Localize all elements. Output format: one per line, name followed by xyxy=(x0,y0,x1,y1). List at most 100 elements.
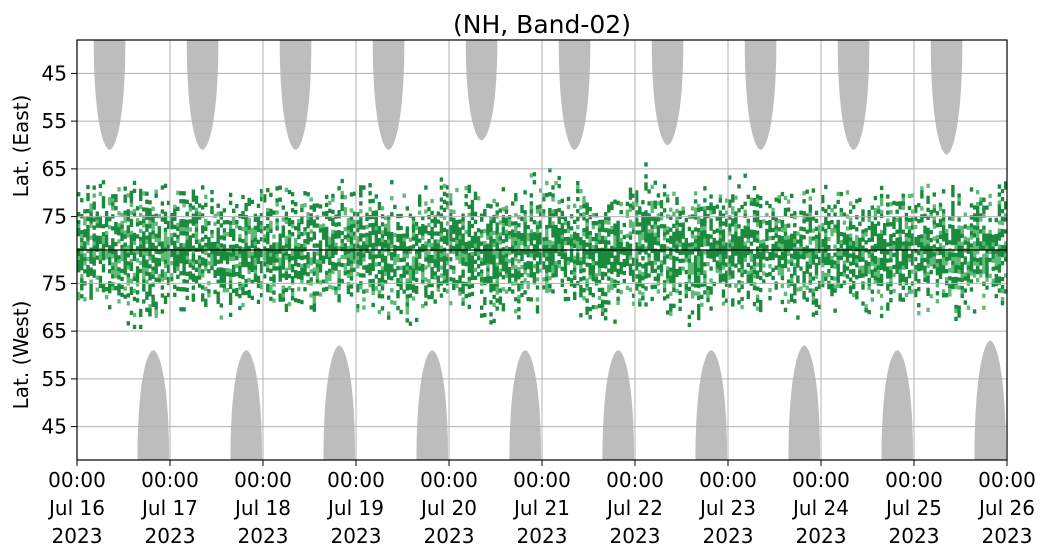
detection-cell xyxy=(752,218,757,223)
detection-cell xyxy=(852,292,856,298)
detection-cell xyxy=(690,242,695,247)
detection-cell xyxy=(368,199,372,204)
detection-cell xyxy=(731,218,735,223)
detection-cell xyxy=(876,233,881,238)
detection-cell xyxy=(848,221,853,226)
detection-cell xyxy=(309,229,313,234)
detection-cell xyxy=(517,307,521,312)
detection-cell xyxy=(139,188,143,194)
detection-cell xyxy=(579,213,583,218)
detection-cell xyxy=(306,216,310,221)
detection-cell xyxy=(972,205,977,210)
detection-cell xyxy=(579,289,583,294)
detection-cell xyxy=(238,245,242,251)
x-tick-label-year: 2023 xyxy=(145,524,196,548)
detection-cell xyxy=(80,250,84,255)
detection-cell xyxy=(892,252,896,258)
detection-cell xyxy=(216,291,220,296)
detection-cell xyxy=(281,229,285,234)
detection-cell xyxy=(554,212,558,218)
detection-cell xyxy=(672,255,676,260)
detection-cell xyxy=(111,242,115,247)
detection-cell xyxy=(886,274,890,279)
detection-cell xyxy=(83,241,87,246)
detection-cell xyxy=(914,268,918,274)
detection-cell xyxy=(241,238,245,244)
detection-cell xyxy=(514,241,518,246)
detection-cell xyxy=(182,287,186,292)
detection-cell xyxy=(266,268,270,273)
detection-cell xyxy=(588,231,592,236)
no-data-lobe-east xyxy=(93,40,126,150)
detection-cell xyxy=(538,224,543,229)
detection-cell xyxy=(628,251,633,256)
detection-cell xyxy=(870,257,874,262)
detection-cell xyxy=(901,261,905,266)
detection-cell xyxy=(876,273,881,278)
detection-cell xyxy=(678,266,682,271)
detection-cell xyxy=(604,272,608,277)
detection-cell xyxy=(941,245,946,250)
detection-cell xyxy=(467,204,471,209)
detection-cell xyxy=(290,192,295,197)
detection-cell xyxy=(548,264,552,269)
detection-cell xyxy=(982,229,986,234)
detection-cell xyxy=(870,289,874,294)
detection-cell xyxy=(495,242,499,247)
detection-cell xyxy=(235,224,239,229)
detection-cell xyxy=(616,272,620,277)
detection-cell xyxy=(458,235,462,240)
detection-cell xyxy=(108,225,112,230)
detection-cell xyxy=(377,293,382,299)
detection-cell xyxy=(89,291,93,296)
detection-cell xyxy=(445,253,450,258)
detection-cell xyxy=(997,228,1002,233)
detection-cell xyxy=(170,253,174,258)
detection-cell xyxy=(538,188,543,193)
detection-cell xyxy=(303,287,307,292)
detection-cell xyxy=(700,254,704,259)
detection-cell xyxy=(802,283,806,288)
detection-cell xyxy=(827,244,831,250)
detection-cell xyxy=(538,252,543,257)
detection-cell xyxy=(123,218,127,223)
detection-cell xyxy=(985,245,989,250)
detection-cell xyxy=(573,239,577,244)
detection-cell xyxy=(817,224,822,230)
detection-cell xyxy=(755,194,760,199)
detection-cell xyxy=(839,271,843,277)
detection-cell xyxy=(724,298,729,303)
detection-cell xyxy=(517,251,521,256)
detection-cell xyxy=(517,275,521,280)
detection-cell xyxy=(433,251,437,256)
detection-cell xyxy=(272,274,276,279)
detection-cell xyxy=(151,226,155,231)
detection-cell xyxy=(179,243,183,248)
detection-cell xyxy=(672,223,676,228)
detection-cell xyxy=(259,293,264,298)
detection-cell xyxy=(377,201,382,207)
detection-cell xyxy=(476,228,481,233)
detection-cell xyxy=(290,232,295,237)
detection-cell xyxy=(669,275,673,280)
detection-cell xyxy=(340,202,344,208)
detection-cell xyxy=(755,306,760,311)
detection-cell xyxy=(253,249,258,254)
detection-cell xyxy=(960,293,964,299)
detection-cell xyxy=(954,256,958,262)
detection-cell xyxy=(535,261,540,266)
detection-cell xyxy=(191,261,196,266)
detection-cell xyxy=(489,252,493,257)
detection-cell xyxy=(883,267,887,272)
detection-cell xyxy=(374,262,378,267)
detection-cell xyxy=(393,256,397,262)
detection-cell xyxy=(297,274,301,280)
detection-cell xyxy=(520,232,524,238)
detection-cell xyxy=(842,212,847,217)
detection-cell xyxy=(910,237,915,242)
detection-cell xyxy=(191,273,196,278)
detection-cell xyxy=(848,201,853,206)
detection-cell xyxy=(932,220,936,225)
x-tick-label-time: 00:00 xyxy=(48,468,106,492)
detection-cell xyxy=(616,300,620,305)
